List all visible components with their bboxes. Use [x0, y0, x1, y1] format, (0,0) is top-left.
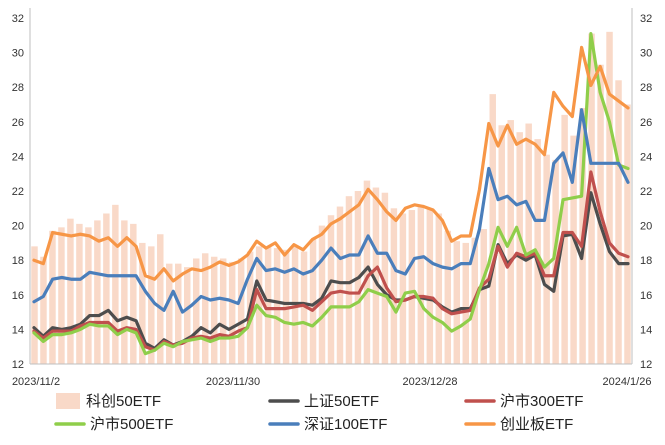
- bar-1-53: [498, 125, 505, 364]
- bar-1-34: [327, 215, 335, 364]
- bar-1-39: [372, 187, 380, 364]
- bar-1-52: [489, 94, 496, 365]
- y-tick-left-1: 12: [12, 359, 24, 371]
- series-line-1: [32, 191, 630, 351]
- line-series-layer: [32, 31, 630, 356]
- legend-label-5: 深证100ETF: [304, 416, 387, 433]
- bar-1-18: [184, 267, 191, 364]
- series-line-5: [32, 45, 630, 283]
- bar-1-38: [363, 180, 371, 364]
- bar-1-20: [201, 253, 209, 364]
- y-tick-right-8: 26: [640, 117, 652, 129]
- bar-1-40: [381, 192, 389, 364]
- bar-1-48: [453, 241, 461, 364]
- bar-1-21: [210, 256, 218, 364]
- bar-1-55: [516, 132, 523, 364]
- bar-1-66: [615, 80, 622, 364]
- bar-1-36: [345, 196, 353, 364]
- bar-1-45: [426, 208, 434, 364]
- legend: 科创50ETF 上证50ETF 沪市300ETF 沪市500ETF 深证100ETF 创业…: [54, 393, 583, 433]
- x-tick-1: 2023/11/2: [12, 376, 60, 388]
- y-tick-left-3: 16: [12, 290, 24, 302]
- bar-1-67: [624, 104, 631, 364]
- y-tick-right-5: 20: [640, 221, 652, 233]
- bar-1-2: [40, 256, 47, 364]
- bar-1-1: [31, 246, 38, 364]
- bar-1-47: [444, 230, 452, 364]
- bar-1-19: [192, 258, 200, 364]
- bar-1-61: [570, 135, 577, 364]
- legend-label-3: 沪市300ETF: [500, 393, 583, 410]
- bar-1-24: [237, 258, 245, 364]
- bar-1-6: [76, 223, 83, 364]
- y-tick-right-10: 30: [640, 48, 652, 60]
- legend-label-4: 沪市500ETF: [90, 416, 173, 433]
- x-tick-4: 2024/1/26: [603, 376, 652, 388]
- bar-1-22: [219, 258, 227, 364]
- bar-1-8: [94, 220, 101, 364]
- bar-1-44: [417, 204, 425, 364]
- bar-1-43: [408, 210, 416, 364]
- bar-1-35: [336, 206, 344, 364]
- bar-1-46: [435, 213, 443, 364]
- y-tick-right-9: 28: [640, 82, 652, 94]
- bar-1-9: [103, 213, 110, 364]
- bar-1-15: [157, 234, 164, 364]
- y-tick-right-7: 24: [640, 151, 652, 163]
- bar-1-41: [390, 208, 398, 364]
- legend-label-6: 创业板ETF: [500, 415, 573, 433]
- bar-1-49: [462, 242, 470, 364]
- series-line-3: [32, 31, 630, 356]
- y-tick-right-6: 22: [640, 186, 652, 198]
- bar-1-5: [67, 218, 74, 364]
- legend-label-2: 上证50ETF: [304, 393, 379, 410]
- bar-1-58: [543, 154, 550, 364]
- bar-1-7: [85, 227, 92, 364]
- y-tick-left-11: 32: [12, 13, 24, 25]
- bar-1-27: [264, 246, 272, 364]
- bar-1-3: [49, 230, 56, 364]
- y-tick-right-1: 12: [640, 359, 652, 371]
- y-tick-left-8: 26: [12, 117, 24, 129]
- bar-1-10: [112, 204, 119, 364]
- axes-layer: 12 14 16 18 20 22 24 26 28 30 32 12 14 16 18 20 22 24 26 28…: [12, 8, 652, 388]
- y-tick-right-11: 32: [640, 13, 652, 25]
- legend-label-1: 科创50ETF: [86, 393, 161, 410]
- bar-1-56: [525, 123, 532, 364]
- y-tick-right-3: 16: [640, 290, 652, 302]
- y-tick-left-2: 14: [12, 324, 24, 336]
- y-tick-left-7: 24: [12, 151, 24, 163]
- bar-series-layer: [31, 31, 631, 365]
- bar-1-11: [121, 220, 128, 364]
- y-tick-left-6: 22: [12, 186, 24, 198]
- y-tick-left-10: 30: [12, 48, 24, 60]
- y-tick-right-4: 18: [640, 255, 652, 267]
- bar-1-31: [300, 251, 308, 364]
- bar-1-32: [309, 239, 317, 364]
- y-tick-left-4: 18: [12, 255, 24, 267]
- x-tick-3: 2023/12/28: [402, 376, 457, 388]
- y-tick-left-5: 20: [12, 221, 24, 233]
- bar-1-60: [561, 114, 568, 364]
- bar-1-16: [166, 263, 173, 364]
- bar-1-13: [139, 242, 146, 364]
- y-tick-right-2: 14: [640, 324, 652, 336]
- x-tick-2: 2023/11/30: [206, 376, 260, 388]
- bar-1-23: [228, 261, 236, 364]
- bar-1-26: [255, 246, 263, 364]
- bar-1-65: [606, 31, 613, 365]
- bar-1-51: [480, 229, 487, 364]
- bar-1-4: [58, 227, 65, 364]
- bar-1-17: [175, 263, 182, 364]
- series-line-4: [32, 108, 630, 314]
- bar-1-28: [273, 248, 281, 364]
- bar-1-14: [148, 246, 155, 364]
- series-line-2: [32, 170, 630, 352]
- legend-swatch-1: [56, 393, 80, 409]
- bar-1-12: [130, 223, 137, 364]
- y-tick-left-9: 28: [12, 82, 24, 94]
- bar-1-42: [399, 213, 407, 364]
